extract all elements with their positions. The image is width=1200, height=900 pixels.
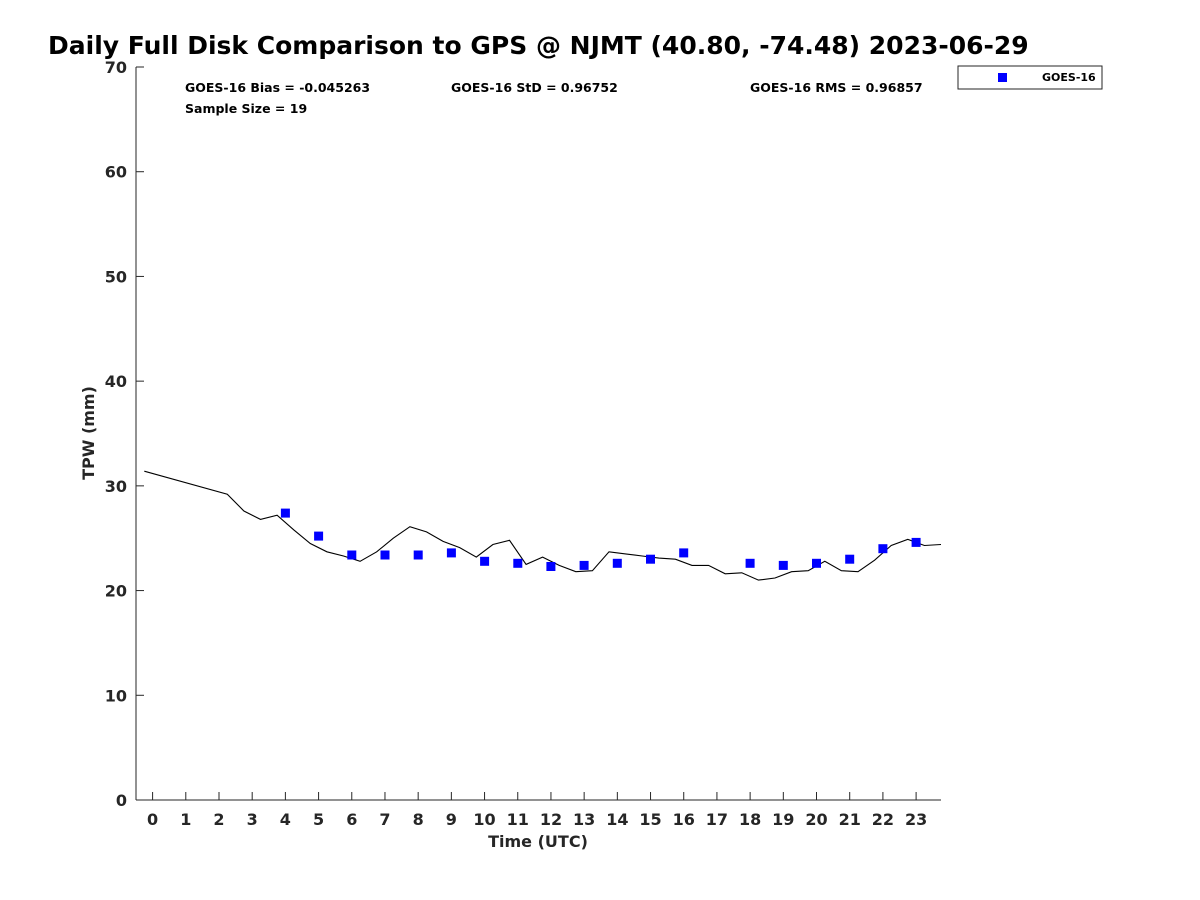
goes16-point xyxy=(646,554,655,564)
x-tick-label: 20 xyxy=(805,810,827,829)
goes16-point xyxy=(845,554,855,564)
x-tick-label: 8 xyxy=(413,810,424,829)
x-tick-label: 15 xyxy=(639,810,661,829)
stat-bias: GOES-16 Bias = -0.045263 xyxy=(185,80,370,95)
y-tick-label: 50 xyxy=(105,267,127,286)
stat-rms: GOES-16 RMS = 0.96857 xyxy=(750,80,923,95)
x-tick-label: 4 xyxy=(280,810,291,829)
plot-frame xyxy=(135,67,941,801)
goes16-point xyxy=(380,550,390,560)
x-tick-label: 0 xyxy=(147,810,158,829)
y-tick-label: 0 xyxy=(116,791,127,810)
x-tick-label: 18 xyxy=(739,810,761,829)
x-tick-label: 12 xyxy=(540,810,562,829)
x-tick-label: 23 xyxy=(905,810,927,829)
goes16-point xyxy=(579,560,589,570)
goes16-point xyxy=(480,556,490,566)
stat-std: GOES-16 StD = 0.96752 xyxy=(451,80,618,95)
y-tick-label: 30 xyxy=(105,477,127,496)
x-tick-label: 19 xyxy=(772,810,794,829)
y-ticks: 0 10 20 30 40 50 60 70 xyxy=(105,58,144,810)
stat-sample-size: Sample Size = 19 xyxy=(185,101,307,116)
x-tick-label: 21 xyxy=(839,810,861,829)
x-tick-label: 16 xyxy=(673,810,695,829)
x-tick-label: 1 xyxy=(180,810,191,829)
goes16-point xyxy=(878,544,888,554)
goes16-point xyxy=(314,531,324,541)
y-tick-label: 60 xyxy=(105,163,127,182)
x-tick-label: 7 xyxy=(379,810,390,829)
goes16-point xyxy=(413,550,423,560)
y-tick-label: 20 xyxy=(105,582,127,601)
goes16-point xyxy=(546,562,556,571)
x-tick-label: 11 xyxy=(507,810,529,829)
x-tick-label: 14 xyxy=(606,810,628,829)
x-tick-label: 6 xyxy=(346,810,357,829)
x-axis-label: Time (UTC) xyxy=(488,832,588,851)
legend-box xyxy=(957,65,1103,90)
goes16-point xyxy=(778,560,788,570)
goes16-point xyxy=(812,558,821,568)
goes16-point xyxy=(513,558,523,568)
goes16-point xyxy=(679,548,689,558)
x-tick-label: 22 xyxy=(872,810,894,829)
x-tick-label: 3 xyxy=(247,810,258,829)
goes16-point xyxy=(280,508,290,518)
x-tick-label: 9 xyxy=(446,810,457,829)
y-tick-label: 10 xyxy=(105,686,127,705)
legend-label: GOES-16 xyxy=(1042,71,1096,84)
gps-line xyxy=(144,470,942,581)
x-tick-label: 2 xyxy=(213,810,224,829)
goes16-point xyxy=(612,558,622,568)
y-tick-label: 40 xyxy=(105,372,127,391)
x-tick-label: 17 xyxy=(706,810,728,829)
goes16-point xyxy=(745,558,755,568)
goes16-point xyxy=(446,548,456,558)
x-tick-label: 5 xyxy=(313,810,324,829)
goes16-point xyxy=(347,550,357,560)
legend-marker xyxy=(998,73,1007,82)
legend: GOES-16 xyxy=(957,65,1103,90)
y-tick-label: 70 xyxy=(105,58,127,77)
x-ticks: 0 1 2 3 4 5 6 7 8 9 10 11 12 13 14 15 16 17 18 19 20 21 22 23 xyxy=(147,792,927,829)
goes16-point xyxy=(911,537,921,547)
x-tick-label: 10 xyxy=(473,810,495,829)
series-layer xyxy=(144,470,942,581)
x-tick-label: 13 xyxy=(573,810,595,829)
y-axis-label: TPW (mm) xyxy=(79,386,98,480)
chart-title: Daily Full Disk Comparison to GPS @ NJMT… xyxy=(48,31,1029,60)
